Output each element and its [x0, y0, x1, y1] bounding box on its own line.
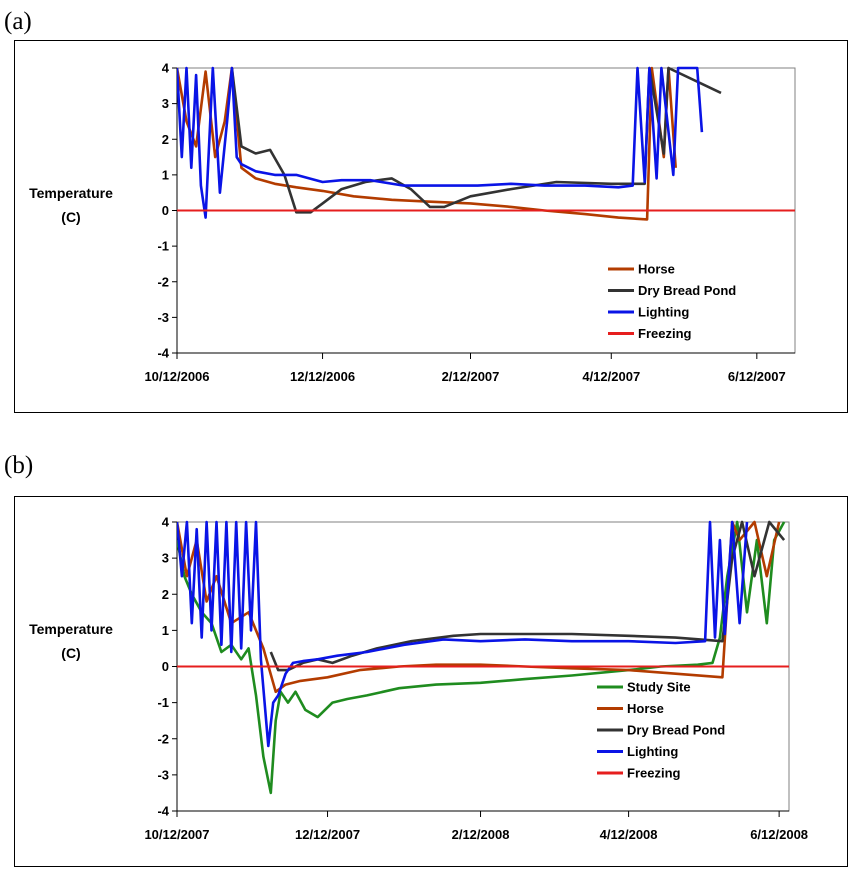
y-tick-label: -4 — [157, 804, 169, 819]
y-tick-label: -1 — [157, 695, 169, 710]
x-tick-label: 12/12/2006 — [290, 369, 355, 384]
chart-b: -4 -3 -2 -1 0 1 2 3 4 10/12/2007 12/12/2007 2/12/20… — [29, 515, 808, 843]
y-axis-label: (C) — [61, 645, 80, 661]
chart-a-frame: -4 -3 -2 -1 0 1 2 3 4 10/12/2006 12/12/2006 2/12/20… — [14, 40, 848, 413]
legend-label: Lighting — [638, 305, 689, 320]
series-lighting — [177, 66, 704, 219]
x-tick-label: 4/12/2008 — [600, 827, 658, 842]
x-tick-label: 2/12/2007 — [442, 369, 500, 384]
y-tick-label: 0 — [162, 203, 169, 218]
legend-label: Freezing — [627, 766, 681, 781]
y-tick-label: 1 — [162, 167, 169, 182]
y-axis-label: (C) — [61, 209, 80, 225]
panel-a-label: (a) — [4, 8, 32, 35]
y-tick-label: 4 — [162, 515, 170, 530]
y-tick-label: -4 — [157, 346, 169, 361]
series-horse — [177, 66, 677, 221]
series-lighting — [177, 520, 749, 748]
x-tick-label: 10/12/2006 — [144, 369, 209, 384]
y-tick-label: -2 — [157, 731, 169, 746]
legend-label: Horse — [638, 262, 675, 277]
series-group — [177, 520, 789, 795]
y-axis-label: Temperature — [29, 185, 113, 201]
legend-label: Freezing — [638, 326, 692, 341]
y-tick-label: 1 — [162, 623, 169, 638]
y-tick-label: -2 — [157, 274, 169, 289]
y-tick-label: -3 — [157, 310, 169, 325]
legend-label: Study Site — [627, 680, 691, 695]
y-tick-label: 2 — [162, 132, 169, 147]
y-tick-label: 3 — [162, 551, 169, 566]
panel-b-label: (b) — [4, 452, 34, 479]
series-group — [177, 66, 795, 221]
chart-a: -4 -3 -2 -1 0 1 2 3 4 10/12/2006 12/12/2006 2/12/20… — [29, 61, 796, 384]
legend-label: Horse — [627, 701, 664, 716]
series-study-site — [177, 520, 786, 795]
y-tick-label: 4 — [162, 61, 170, 76]
y-tick-label: 3 — [162, 96, 169, 111]
x-tick-label: 12/12/2007 — [295, 827, 360, 842]
legend-label: Dry Bread Pond — [638, 283, 736, 298]
y-tick-label: 2 — [162, 587, 169, 602]
x-tick-label: 10/12/2007 — [144, 827, 209, 842]
legend-label: Lighting — [627, 744, 678, 759]
legend-label: Dry Bread Pond — [627, 723, 725, 738]
x-tick-label: 4/12/2007 — [582, 369, 640, 384]
x-tick-label: 6/12/2008 — [750, 827, 808, 842]
y-tick-label: -3 — [157, 767, 169, 782]
x-tick-label: 6/12/2007 — [728, 369, 786, 384]
y-axis-label: Temperature — [29, 621, 113, 637]
y-tick-label: 0 — [162, 659, 169, 674]
y-tick-label: -1 — [157, 239, 169, 254]
chart-b-frame: -4 -3 -2 -1 0 1 2 3 4 10/12/2007 12/12/2007 2/12/20… — [14, 496, 848, 867]
x-tick-label: 2/12/2008 — [452, 827, 510, 842]
